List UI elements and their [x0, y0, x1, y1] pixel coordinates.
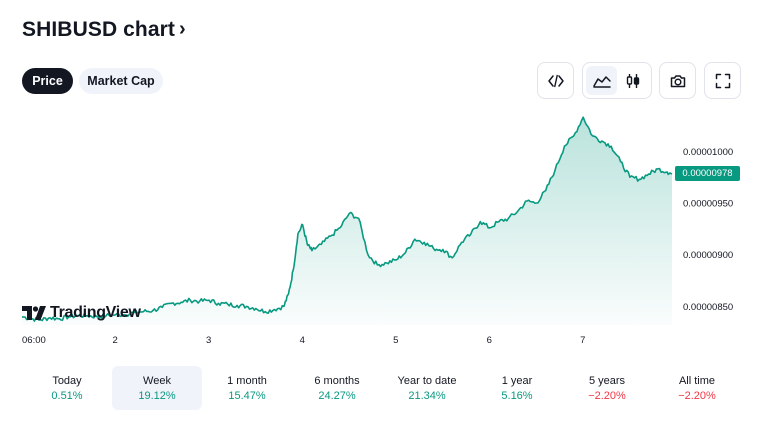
area-chart-icon — [592, 75, 611, 88]
camera-icon — [670, 74, 685, 87]
period-change: −2.20% — [588, 389, 626, 402]
period-label: All time — [678, 374, 716, 387]
fullscreen-icon — [715, 73, 730, 88]
price-area-fill — [22, 117, 672, 325]
period-label: Today — [52, 374, 82, 387]
tab-price[interactable]: Price — [22, 68, 73, 94]
period-button-year-to-date[interactable]: Year to date 21.34% — [382, 366, 472, 410]
price-chart[interactable]: 0.00001000 0.00000950 0.00000900 0.00000850… — [0, 100, 768, 350]
period-change: 24.27% — [318, 389, 356, 402]
period-label: 6 months — [314, 374, 360, 387]
fullscreen-button[interactable] — [704, 62, 741, 99]
y-tick-label: 0.00001000 — [683, 147, 733, 158]
x-tick-label: 3 — [206, 335, 211, 346]
tab-price-label: Price — [32, 74, 63, 88]
tradingview-logo[interactable]: TradingView — [22, 304, 141, 322]
period-label: Week — [143, 374, 171, 387]
current-price-badge: 0.00000978 — [675, 166, 740, 181]
y-tick-label: 0.00000950 — [683, 199, 733, 210]
chart-title-link[interactable]: SHIBUSD chart › — [22, 18, 186, 42]
y-tick-label: 0.00000850 — [683, 302, 733, 313]
period-change: 0.51% — [51, 389, 83, 402]
period-change: 21.34% — [408, 389, 446, 402]
price-series-line — [21, 116, 673, 322]
candlestick-icon — [626, 73, 639, 88]
period-change: 15.47% — [228, 389, 266, 402]
period-button-6-months[interactable]: 6 months 24.27% — [292, 366, 382, 410]
x-tick-label: 7 — [580, 335, 585, 346]
chart-title: SHIBUSD chart — [22, 18, 175, 41]
period-button-week[interactable]: Week 19.12% — [112, 366, 202, 410]
y-tick-label: 0.00000900 — [683, 250, 733, 261]
embed-button[interactable] — [537, 62, 574, 99]
period-selector: Today 0.51% Week 19.12% 1 month 15.47% 6 month… — [22, 366, 742, 410]
x-tick-label: 4 — [300, 335, 305, 346]
x-tick-label: 06:00 — [22, 335, 46, 346]
period-button-1-month[interactable]: 1 month 15.47% — [202, 366, 292, 410]
period-change: −2.20% — [678, 389, 716, 402]
period-label: Year to date — [397, 374, 457, 387]
chevron-right-icon: › — [179, 17, 186, 40]
candlestick-button[interactable] — [617, 66, 648, 95]
current-price-label: 0.00000978 — [682, 168, 733, 179]
code-brackets-icon — [547, 74, 564, 87]
period-label: 1 month — [227, 374, 267, 387]
x-tick-label: 5 — [393, 335, 398, 346]
period-button-today[interactable]: Today 0.51% — [22, 366, 112, 410]
chart-style-group — [582, 62, 652, 99]
tab-market-cap[interactable]: Market Cap — [79, 68, 163, 94]
tradingview-logo-text: TradingView — [50, 304, 141, 321]
snapshot-button[interactable] — [659, 62, 696, 99]
period-label: 1 year — [501, 374, 533, 387]
period-change: 5.16% — [501, 389, 533, 402]
period-button-1-year[interactable]: 1 year 5.16% — [472, 366, 562, 410]
period-change: 19.12% — [138, 389, 176, 402]
area-chart-button[interactable] — [586, 66, 617, 95]
tab-market-cap-label: Market Cap — [87, 74, 155, 88]
tradingview-logo-icon — [22, 306, 46, 320]
period-button-5-years[interactable]: 5 years −2.20% — [562, 366, 652, 410]
period-button-all-time[interactable]: All time −2.20% — [652, 366, 742, 410]
x-tick-label: 2 — [113, 335, 118, 346]
period-label: 5 years — [588, 374, 626, 387]
x-tick-label: 6 — [487, 335, 492, 346]
